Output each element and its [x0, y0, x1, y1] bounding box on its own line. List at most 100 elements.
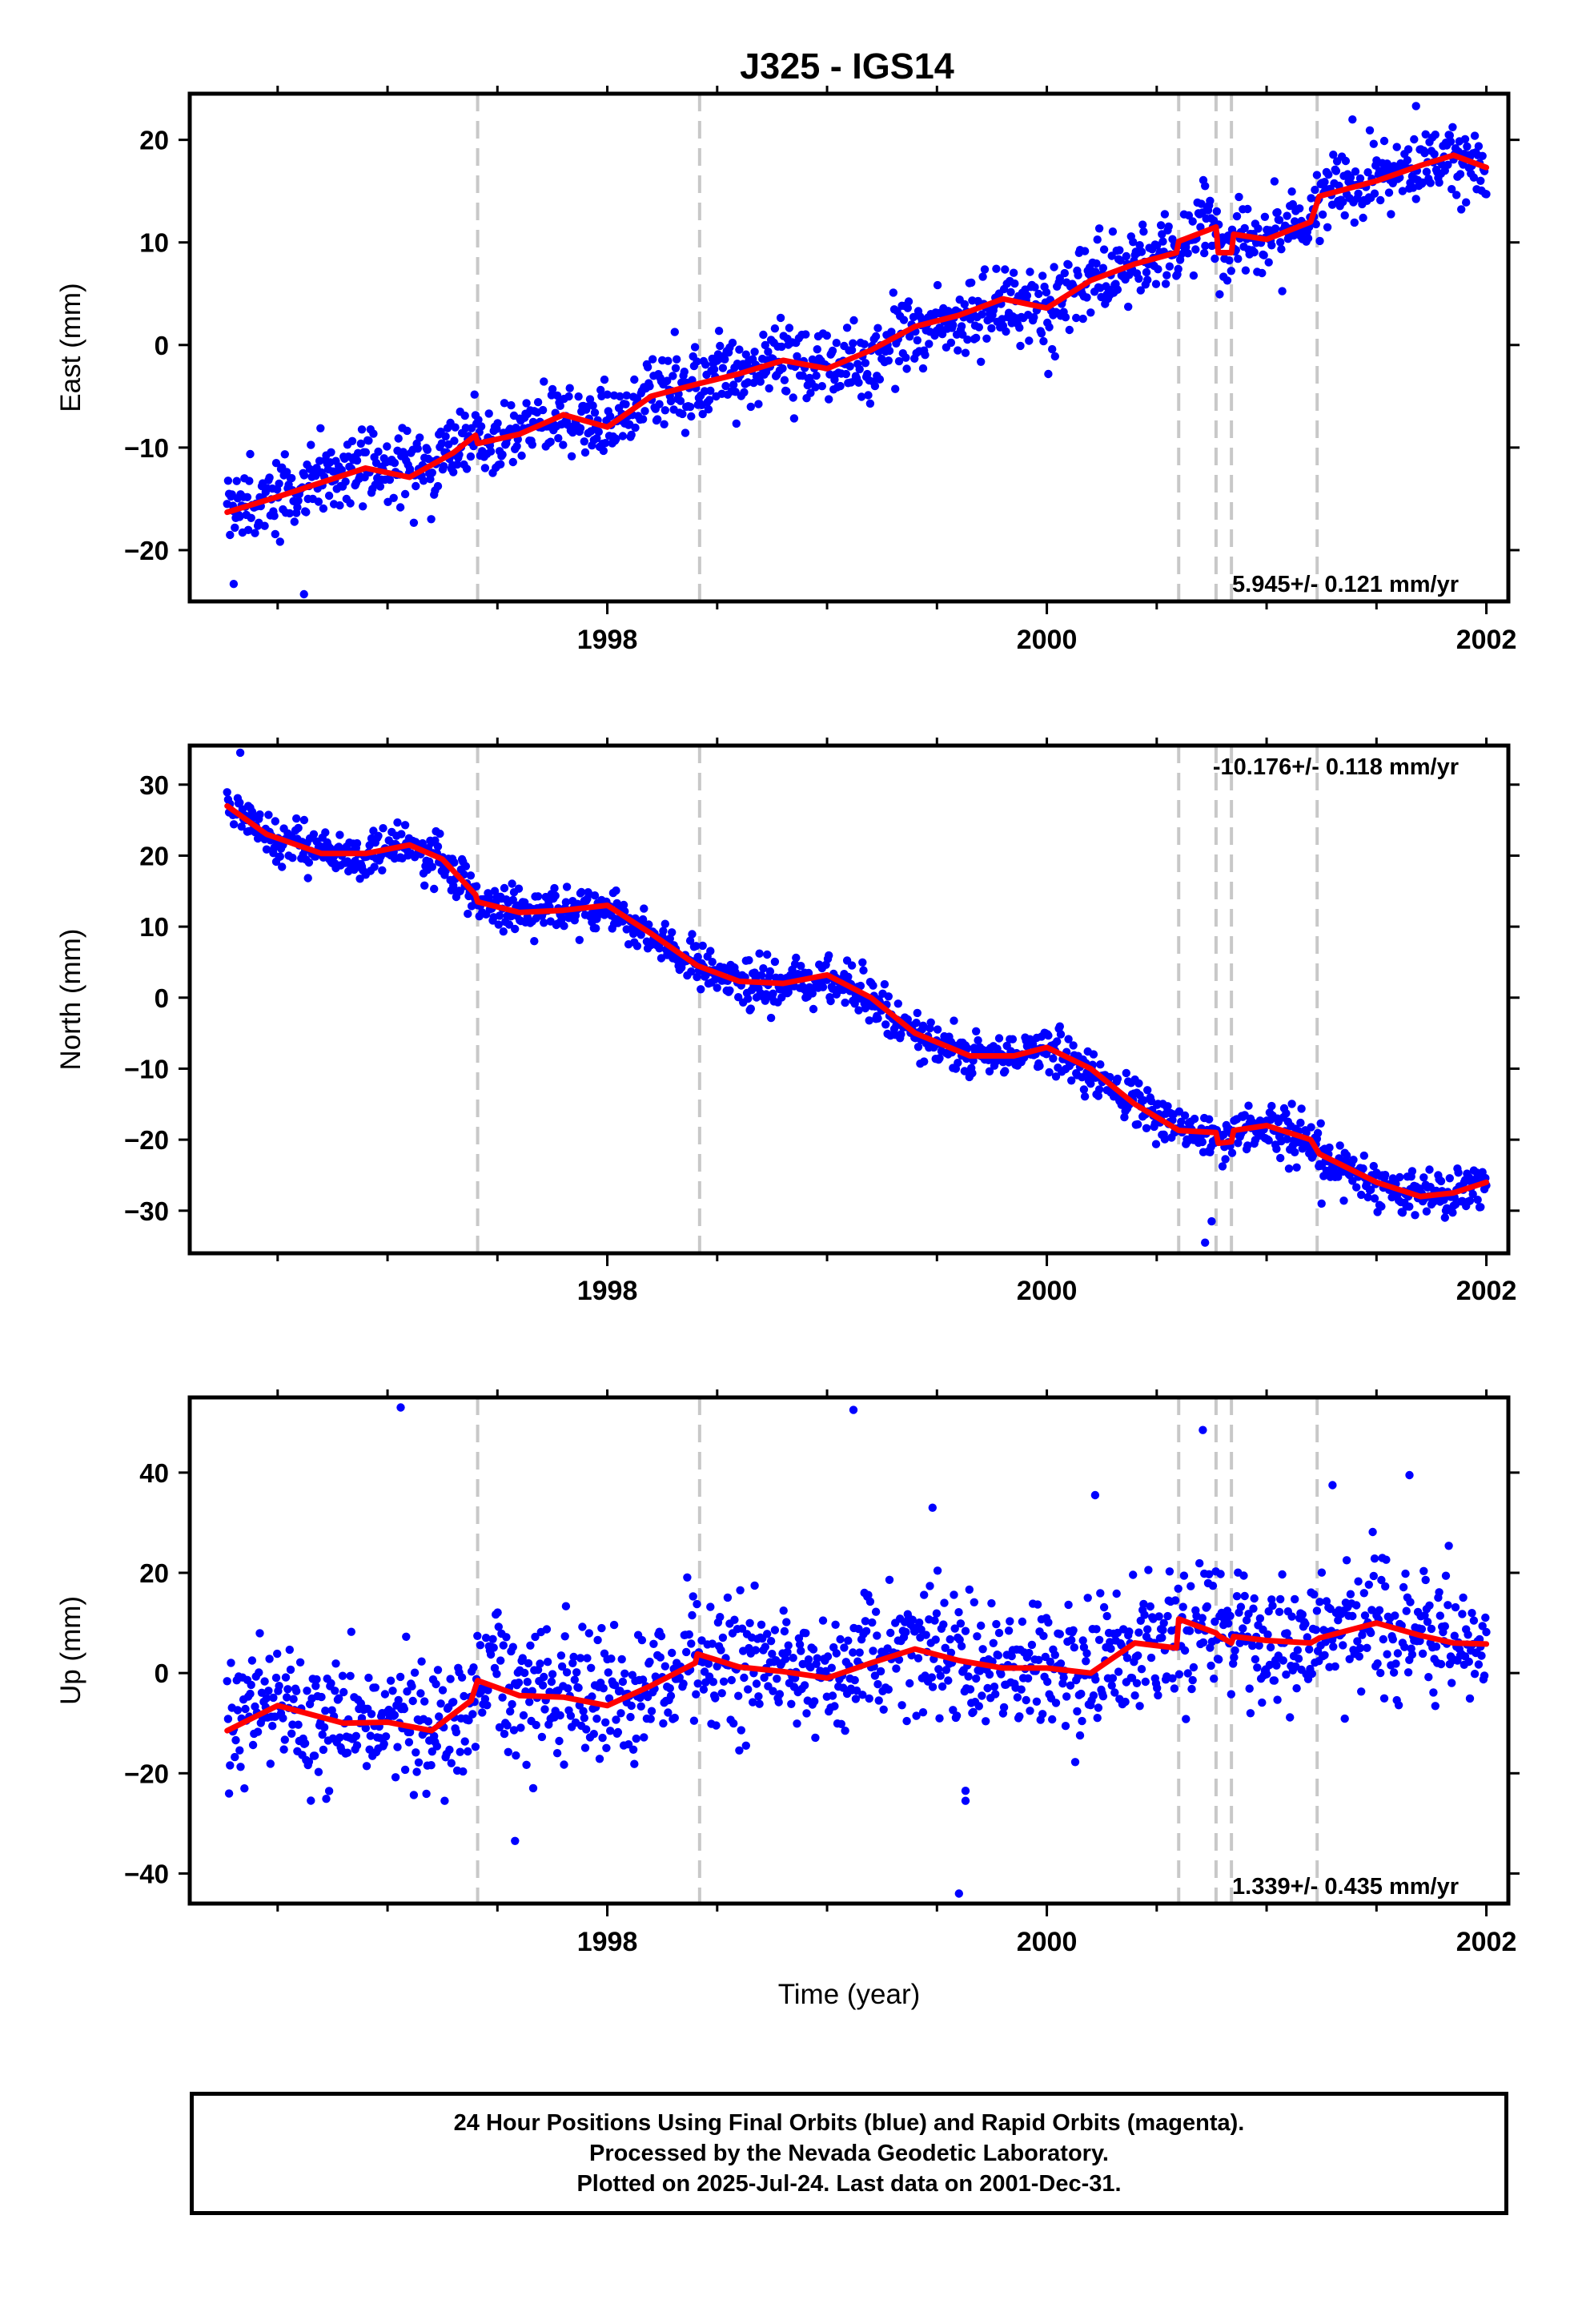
up-point — [1340, 1714, 1349, 1723]
up-point — [1208, 1582, 1218, 1590]
north-plot-frame — [187, 743, 1511, 1256]
east-point — [1086, 308, 1095, 317]
up-point — [1391, 1611, 1399, 1620]
up-point — [905, 1679, 914, 1688]
up-point — [616, 1709, 625, 1718]
up-point — [346, 1671, 355, 1680]
up-point — [271, 1673, 281, 1683]
up-point — [366, 1731, 375, 1740]
up-point — [874, 1696, 883, 1705]
up-point — [632, 1734, 640, 1743]
up-point — [460, 1691, 468, 1701]
east-point — [480, 464, 490, 472]
up-point — [266, 1759, 275, 1768]
east-point — [554, 434, 563, 443]
up-point — [1153, 1683, 1162, 1693]
up-point — [1141, 1677, 1150, 1687]
north-point — [1284, 1164, 1294, 1173]
north-point — [912, 1019, 921, 1027]
up-point — [568, 1659, 577, 1667]
up-point — [823, 1652, 833, 1661]
east-point — [409, 518, 419, 527]
east-point — [681, 428, 690, 437]
up-point — [339, 1687, 348, 1697]
up-point — [1211, 1617, 1219, 1626]
up-point — [946, 1634, 954, 1644]
east-point — [899, 316, 909, 324]
up-point — [280, 1735, 289, 1744]
x-tick-label: 2002 — [1456, 1276, 1517, 1306]
east-point — [673, 355, 681, 364]
north-point — [1398, 1208, 1407, 1217]
up-point — [801, 1629, 810, 1638]
up-point — [364, 1673, 373, 1683]
up-point — [982, 1717, 990, 1726]
up-point — [335, 1694, 343, 1703]
up-point — [1236, 1602, 1246, 1611]
north-point — [495, 911, 504, 920]
north-point — [1307, 1123, 1315, 1132]
east-point — [496, 460, 505, 468]
up-point — [1312, 1606, 1322, 1615]
north-point — [918, 1021, 928, 1031]
east-point — [1288, 199, 1298, 209]
east-point — [918, 364, 928, 373]
x-tick-label: 2002 — [1456, 625, 1517, 655]
up-point — [410, 1668, 420, 1677]
up-point — [595, 1755, 604, 1763]
north-point — [1079, 1085, 1089, 1094]
up-point — [1244, 1610, 1253, 1618]
up-point — [793, 1719, 801, 1728]
up-point — [409, 1791, 419, 1799]
x-tick-label: 2000 — [1017, 1276, 1078, 1306]
north-point — [1454, 1168, 1463, 1177]
east-point — [822, 331, 832, 340]
up-point — [1423, 1618, 1432, 1626]
east-point — [949, 320, 958, 330]
north-ylabel: North (mm) — [55, 929, 86, 1071]
up-point — [275, 1682, 283, 1691]
up-point — [1255, 1614, 1265, 1623]
up-point — [1435, 1611, 1445, 1620]
up-point — [281, 1673, 291, 1682]
up-point — [1203, 1602, 1212, 1611]
up-point — [927, 1673, 937, 1682]
up-point — [1089, 1691, 1098, 1700]
east-point — [383, 442, 391, 451]
up-point — [656, 1631, 666, 1641]
east-point — [293, 503, 302, 512]
up-point — [1132, 1679, 1142, 1687]
east-point — [721, 355, 729, 364]
up-point — [1158, 1633, 1166, 1642]
north-point — [1405, 1202, 1414, 1211]
north-point — [1422, 1207, 1431, 1216]
up-point — [946, 1648, 956, 1657]
up-point — [689, 1716, 699, 1725]
up-point — [294, 1720, 303, 1729]
north-point — [826, 996, 835, 1006]
east-point — [466, 452, 476, 461]
east-point — [1341, 156, 1351, 166]
up-point — [994, 1651, 1003, 1660]
east-point — [416, 433, 424, 442]
up-point — [972, 1674, 981, 1683]
up-point — [231, 1735, 240, 1745]
east-point — [1462, 198, 1471, 207]
east-point — [1200, 248, 1209, 258]
up-point — [1093, 1714, 1102, 1723]
east-point — [1026, 267, 1034, 276]
north-point — [994, 1034, 1004, 1043]
north-point — [897, 1030, 905, 1039]
east-point — [594, 428, 603, 436]
north-point — [1407, 1167, 1417, 1176]
up-point — [1179, 1571, 1189, 1580]
up-point — [1293, 1646, 1303, 1655]
y-tick-label: 40 — [139, 1458, 169, 1488]
up-point — [264, 1687, 273, 1695]
up-point — [798, 1659, 807, 1669]
up-point — [969, 1707, 978, 1716]
east-plot-frame — [187, 91, 1511, 604]
east-point — [663, 376, 672, 385]
east-point — [1196, 223, 1205, 231]
up-point — [1418, 1649, 1427, 1659]
